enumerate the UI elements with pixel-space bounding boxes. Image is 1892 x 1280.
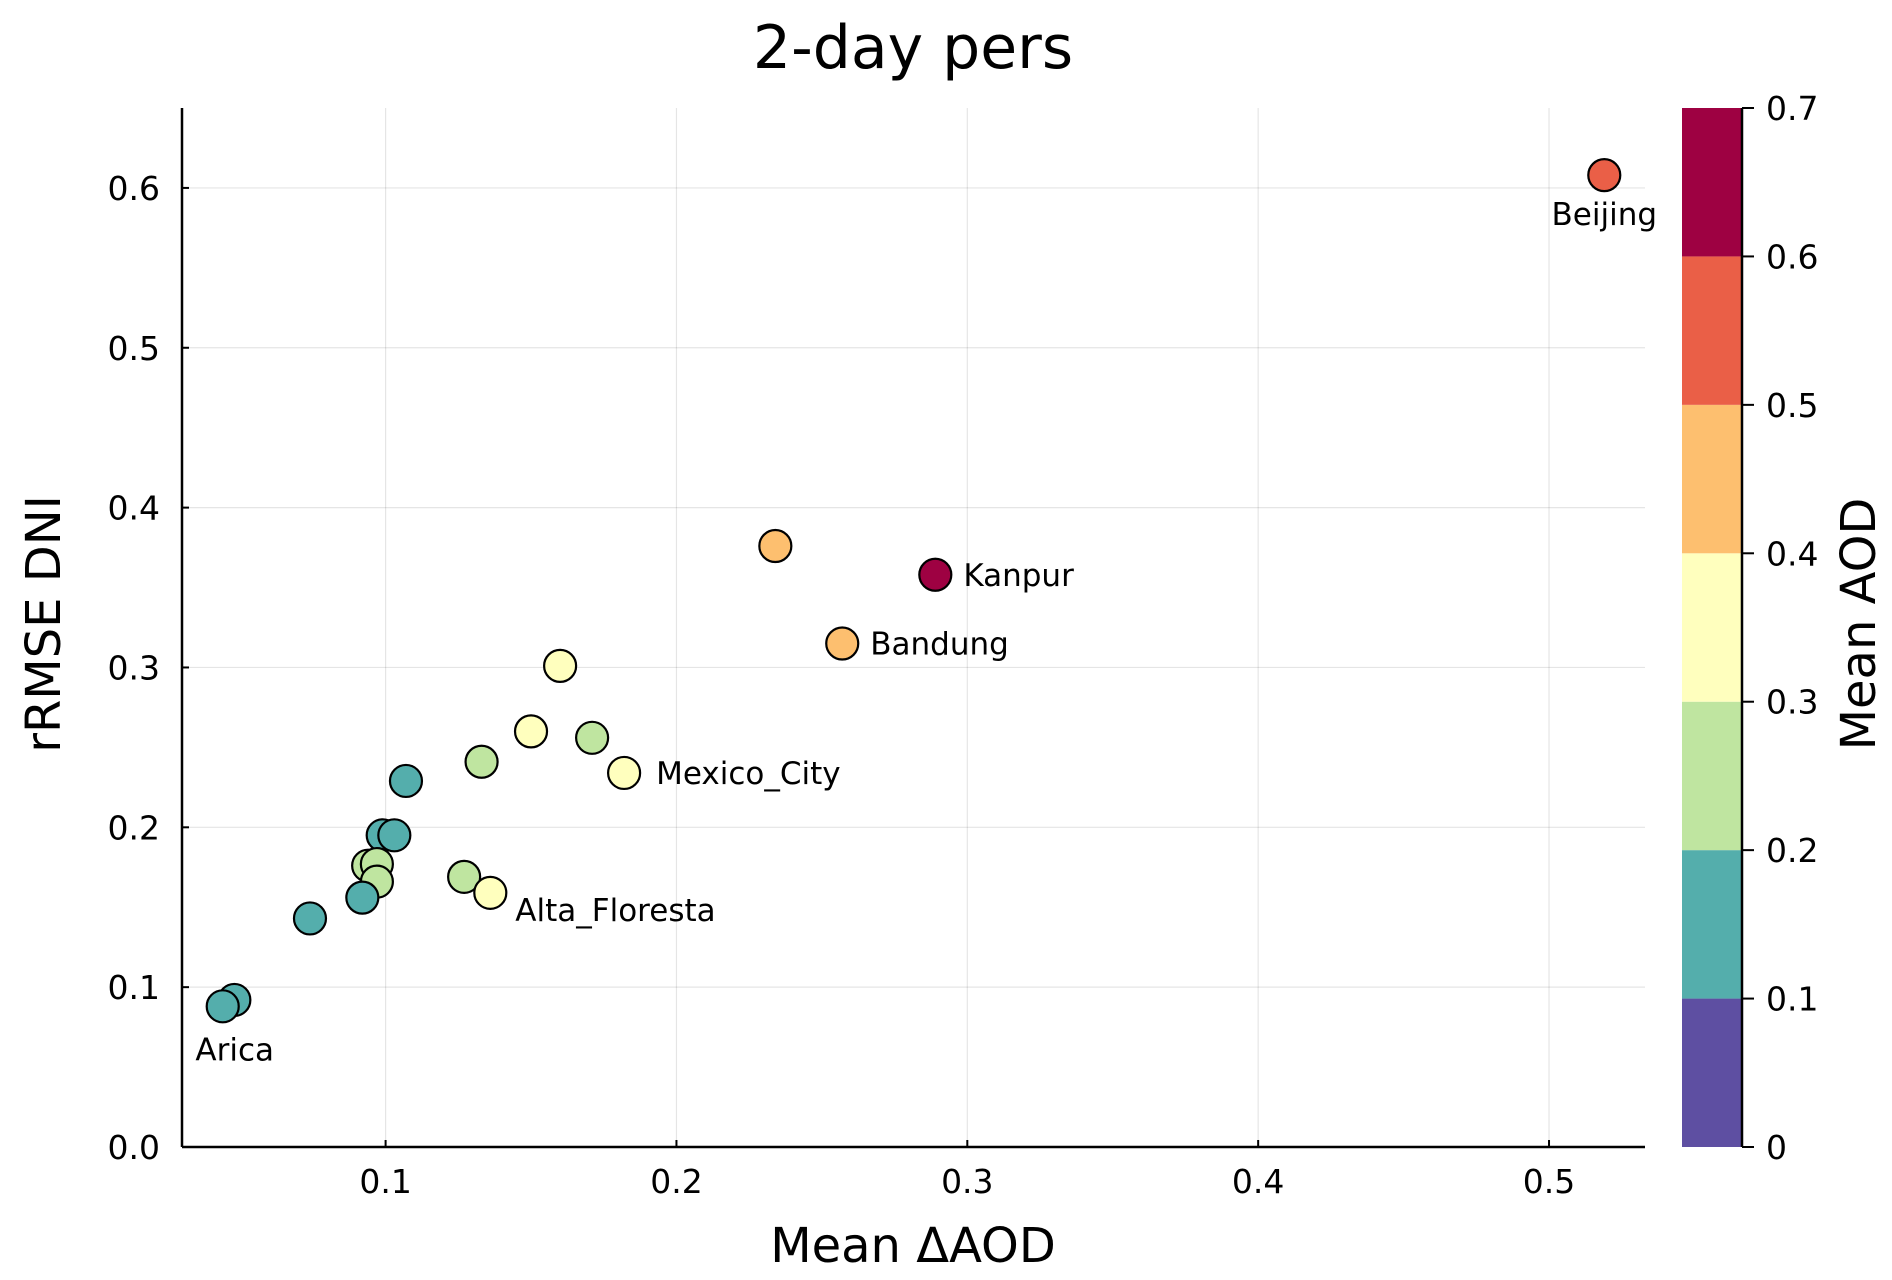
scatter-point xyxy=(388,763,424,799)
y-axis-label: rRMSE DNI xyxy=(16,495,72,753)
scatter-point xyxy=(345,880,380,915)
scatter-point xyxy=(825,626,860,661)
scatter-point xyxy=(918,557,953,592)
colorbar-tick-label: 0.4 xyxy=(1766,534,1818,573)
colorbar-tick-label: 0 xyxy=(1766,1128,1787,1167)
x-tick-label: 0.5 xyxy=(1523,1162,1575,1201)
tick-labels: 0.1 0.2 0.3 0.4 0.5 0.0 0.1 0.2 0.3 0.4 0.5 0.6 xyxy=(108,169,1576,1201)
colorbar-tick-label: 0.7 xyxy=(1766,89,1818,128)
scatter-point xyxy=(447,859,482,894)
point-label: Beijing xyxy=(1552,197,1658,233)
scatter-point xyxy=(464,744,499,779)
colorbar-tick-label: 0.2 xyxy=(1766,831,1818,870)
axes xyxy=(180,108,1645,1149)
point-label: Kanpur xyxy=(963,558,1074,594)
scatter-point xyxy=(1587,158,1622,193)
colorbar-bin xyxy=(1682,553,1742,702)
colorbar-tick-label: 0.1 xyxy=(1766,980,1818,1019)
colorbar-bin xyxy=(1682,850,1742,999)
colorbar-bin xyxy=(1682,256,1742,405)
x-axis-label: Mean ΔAOD xyxy=(770,1218,1056,1274)
scatter-point xyxy=(543,648,578,683)
scatter-point xyxy=(473,875,508,910)
y-tick-label: 0.6 xyxy=(108,169,160,208)
x-tick-label: 0.4 xyxy=(1232,1162,1284,1201)
x-tick-label: 0.1 xyxy=(359,1162,411,1201)
colorbar-label: Mean AOD xyxy=(1831,498,1887,751)
scatter-point xyxy=(606,755,642,791)
y-tick-label: 0.3 xyxy=(108,648,160,687)
colorbar-tick-label: 0.3 xyxy=(1766,683,1818,722)
y-tick-label: 0.1 xyxy=(108,968,160,1007)
y-tick-label: 0.5 xyxy=(108,329,160,368)
x-tick-label: 0.3 xyxy=(941,1162,993,1201)
colorbar-tick-label: 0.6 xyxy=(1766,237,1818,276)
scatter-point xyxy=(377,818,412,853)
scatter-point xyxy=(758,528,793,564)
data-points xyxy=(205,158,1622,1024)
y-tick-label: 0.4 xyxy=(108,489,160,528)
scatter-point xyxy=(292,901,328,936)
colorbar-bin xyxy=(1682,701,1742,851)
colorbar-bin xyxy=(1682,108,1742,257)
y-tick-label: 0.0 xyxy=(108,1128,160,1167)
point-labels: Beijing Kanpur Bandung Mexico_City Alta_Flor… xyxy=(195,197,1657,1068)
point-label: Alta_Floresta xyxy=(515,893,715,929)
point-label: Bandung xyxy=(870,626,1009,662)
point-label: Arica xyxy=(195,1032,274,1068)
scatter-point xyxy=(575,720,610,755)
colorbar-bin xyxy=(1682,998,1742,1147)
scatter-point xyxy=(205,989,240,1024)
point-label: Mexico_City xyxy=(656,756,841,792)
chart-title: 2-day pers xyxy=(753,13,1073,83)
colorbar-bin xyxy=(1682,404,1742,554)
scatter-point xyxy=(513,714,549,749)
x-tick-label: 0.2 xyxy=(650,1162,702,1201)
colorbar-tick-label: 0.5 xyxy=(1766,386,1818,425)
colorbar: 0 0.1 0.2 0.3 0.4 0.5 0.6 0.7 xyxy=(1682,89,1818,1167)
y-tick-label: 0.2 xyxy=(108,808,160,847)
